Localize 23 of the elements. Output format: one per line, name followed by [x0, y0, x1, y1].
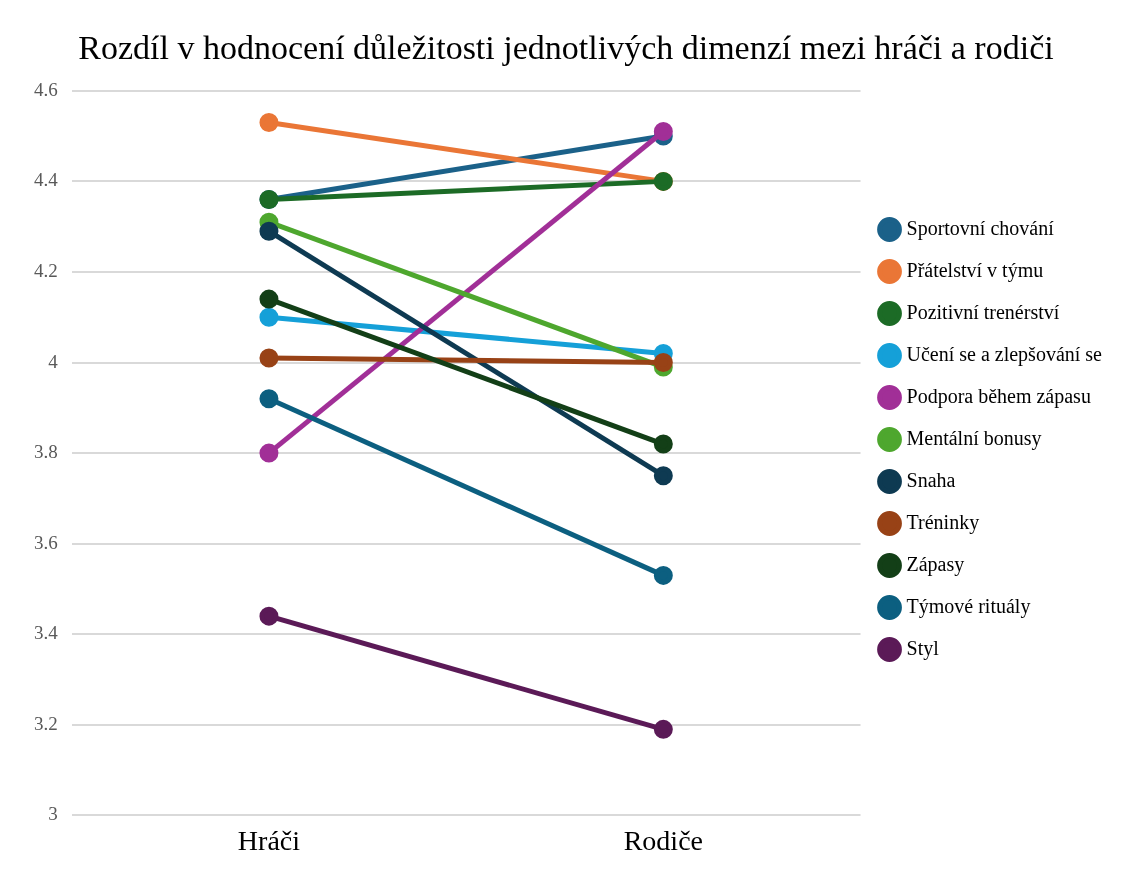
- legend-label: Přátelství v týmu: [906, 258, 1044, 282]
- y-tick-label: 4: [48, 350, 59, 372]
- y-tick-label: 3.8: [34, 441, 58, 463]
- y-tick-label: 3.2: [34, 712, 58, 734]
- y-tick-label: 3.4: [34, 622, 59, 644]
- x-tick-label: Hráči: [237, 824, 301, 856]
- x-tick-label: Rodiče: [623, 824, 703, 856]
- y-tick-label: 3.6: [34, 531, 58, 553]
- legend-label: Mentální bonusy: [906, 426, 1042, 450]
- legend-label: Tréninky: [906, 510, 980, 534]
- y-tick-label: 4.4: [34, 169, 59, 191]
- legend-label: Styl: [906, 636, 940, 660]
- legend-label: Podpora během zápasu: [906, 384, 1091, 408]
- legend-label: Zápasy: [906, 552, 965, 576]
- chart-title: Rozdíl v hodnocení důležitosti jednotlivých dimenzí mezi hráči a rodiči: [78, 29, 1054, 67]
- legend-label: Sportovní chování: [906, 216, 1055, 240]
- y-tick-label: 3: [48, 803, 58, 825]
- legend-label: Pozitivní trenérství: [906, 300, 1060, 323]
- legend-label: Snaha: [906, 468, 956, 491]
- legend-label: Týmové rituály: [906, 594, 1031, 618]
- y-tick-label: 4.6: [34, 78, 58, 100]
- legend-label: Učení se a zlepšování se: [906, 342, 1103, 366]
- y-tick-label: 4.2: [34, 259, 58, 281]
